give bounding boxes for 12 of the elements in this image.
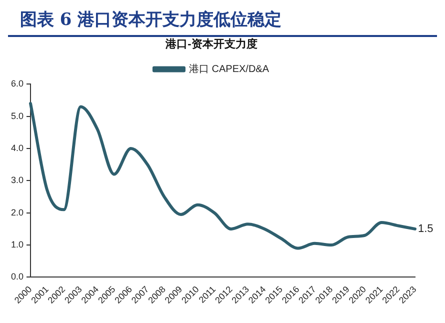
y-tick-label: 3.0 <box>10 175 24 186</box>
legend-label: 港口 CAPEX/D&A <box>188 62 270 75</box>
data-label: 1.5 <box>418 222 434 235</box>
y-tick-label: 0.0 <box>10 272 24 282</box>
y-tick-label: 1.0 <box>10 240 24 250</box>
line-series <box>29 102 416 250</box>
chart-title: 图表 6 港口资本开支力度低位稳定 <box>8 8 437 37</box>
y-tick-label: 4.0 <box>10 143 24 154</box>
y-tick-label: 5.0 <box>10 110 24 121</box>
y-tick-label: 2.0 <box>10 207 24 218</box>
y-tick-label: 6.0 <box>10 78 24 89</box>
legend-title: 港口-资本开支力度 <box>164 38 258 51</box>
